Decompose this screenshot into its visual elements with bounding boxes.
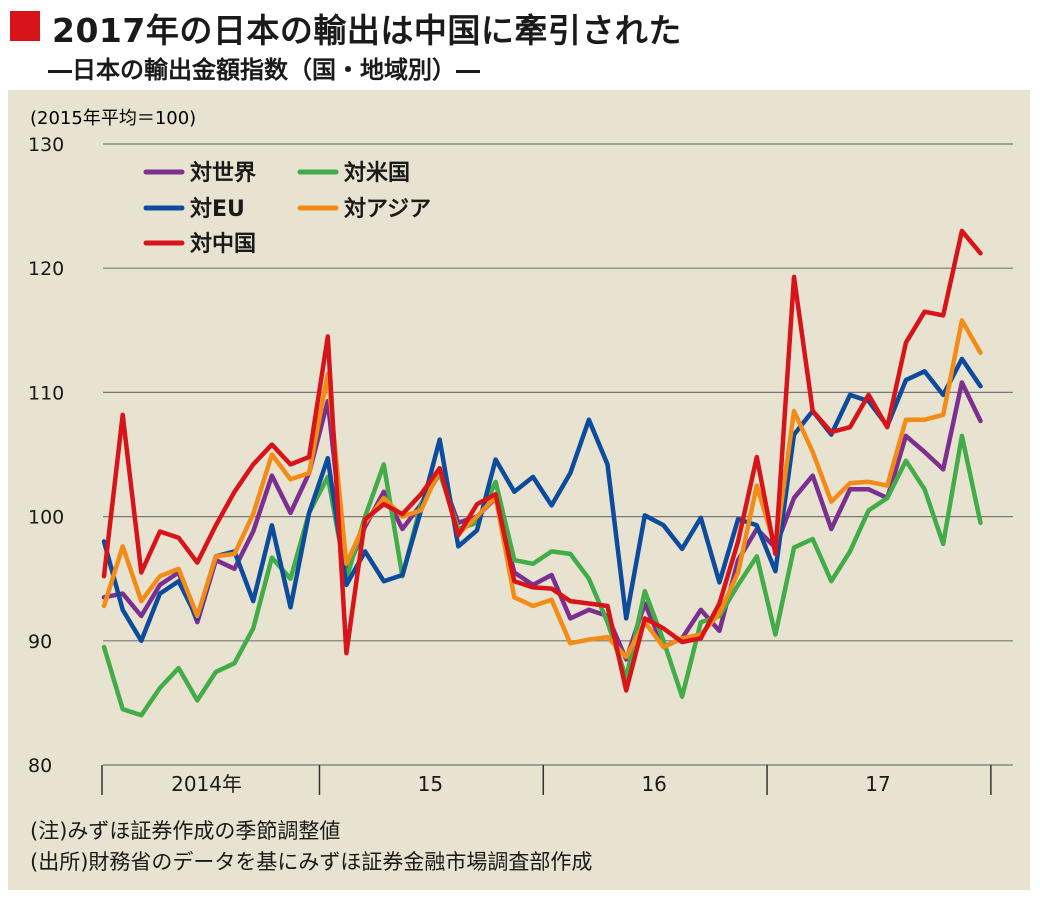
y-tick-label: 100 — [28, 507, 64, 529]
y-tick-label: 130 — [28, 134, 64, 156]
legend-label: 対中国 — [190, 232, 256, 257]
x-group-label: 15 — [418, 772, 443, 796]
legend-label: 対アジア — [344, 197, 431, 222]
legend-label: 対世界 — [190, 161, 256, 186]
series-line — [101, 228, 983, 693]
series-line — [101, 380, 983, 662]
chart-title: 2017年の日本の輸出は中国に牽引された — [52, 11, 682, 50]
chart-subtitle: ―日本の輸出金額指数（国・地域別）― — [48, 56, 480, 84]
x-group-label: 2014年 — [171, 772, 242, 796]
series-line — [101, 433, 983, 718]
title-marker — [10, 11, 40, 41]
y-tick-label: 90 — [28, 631, 52, 653]
y-tick-label: 120 — [28, 258, 64, 280]
source-line: (出所)財務省のデータを基にみずほ証券金融市場調査部作成 — [30, 850, 593, 874]
y-tick-label: 110 — [28, 382, 64, 404]
series-line — [101, 356, 983, 644]
series-line — [101, 318, 983, 660]
x-group-label: 17 — [865, 772, 890, 796]
note-line: (注)みずほ証券作成の季節調整値 — [30, 819, 341, 843]
x-group-label: 16 — [641, 772, 666, 796]
y-unit-label: (2015年平均＝100) — [30, 108, 196, 129]
legend-label: 対米国 — [344, 161, 410, 186]
legend-label: 対EU — [190, 197, 245, 222]
y-tick-label: 80 — [28, 755, 52, 777]
